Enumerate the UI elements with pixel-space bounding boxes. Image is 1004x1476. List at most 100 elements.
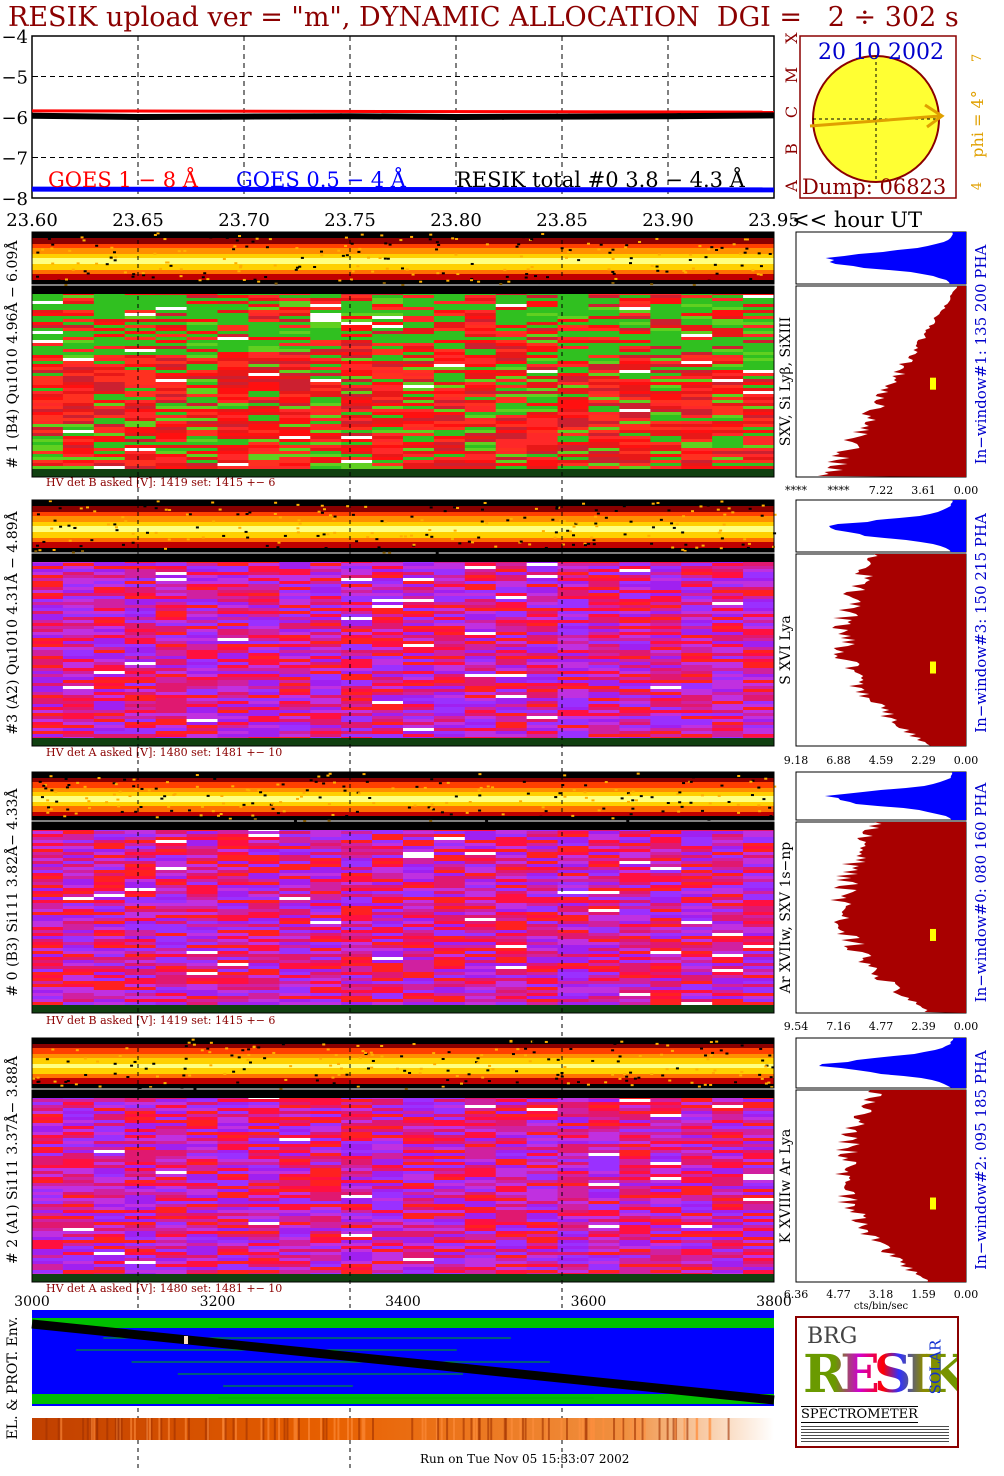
spectro-cell [372,722,404,726]
spectro-cell [62,460,95,464]
spectro-cell [93,436,126,440]
spectro-cell [279,644,311,648]
spectro-cell [155,322,188,326]
spectro-cell [403,307,435,311]
spectro-cell [403,831,435,835]
spectro-cell [32,939,64,943]
spectro-cell [433,367,466,371]
spectro-cell [93,873,126,877]
spectro-cell [495,385,528,389]
spectro-cell [495,728,528,732]
spectro-cell [124,313,157,317]
spectro-cell [62,888,95,892]
stripe-speckle [36,251,40,254]
spectro-cell [433,930,466,934]
spectro-cell [279,942,311,946]
spectro-cell [526,879,559,883]
spectro-cell [372,605,404,609]
spectro-cell [217,379,249,383]
spectro-cell [464,412,497,416]
spectro-cell [124,626,157,630]
spectro-cell [619,379,651,383]
stripe-speckle [209,236,213,239]
spectro-cell [526,719,559,723]
spectro-cell [186,716,218,720]
spectro-cell [155,840,188,844]
spectro-cell [403,370,435,374]
phi-top: 7 [970,54,985,62]
spectro-cell [186,400,218,404]
spectro-cell [650,846,682,850]
spectro-cell [248,623,280,627]
spectro-cell [155,319,188,323]
spectro-cell [310,689,342,693]
stripe-row [32,814,774,816]
stripe-row [32,504,774,506]
spectro-cell [526,924,559,928]
spectro-cell [712,870,744,874]
spectro-cell [743,930,775,934]
spectro-cell [217,659,249,663]
spectro-cell [93,656,126,660]
spectro-cell [310,722,342,726]
spectro-cell [32,948,64,952]
spectro-cell [433,644,466,648]
spectro-cell [32,373,64,377]
spectro-cell [495,334,528,338]
spectro-cell [712,448,744,452]
spectro-cell [588,906,620,910]
spectro-cell [403,650,435,654]
spectro-cell [217,683,249,687]
spectro-cell [93,728,126,732]
stripe-speckle [116,798,120,801]
stripe-speckle [604,781,608,784]
spectro-cell [464,831,497,835]
spectro-cell [248,927,280,931]
stripe-speckle [455,237,459,240]
spectro-cell [155,463,188,467]
spectro-cell [217,439,249,443]
stripe-speckle [680,805,684,808]
spectro-cell [743,644,775,648]
spectro-bottom-band [32,469,774,477]
spectro-cell [681,316,713,320]
spectro-cell [526,873,559,877]
spectro-cell [650,575,682,579]
spectro-cell [279,834,311,838]
spectro-cell [32,945,64,949]
spectro-cell [279,638,311,642]
spectro-cell [712,575,744,579]
spectro-cell [712,316,744,320]
spectro-cell [155,864,188,868]
spectro-cell [526,572,559,576]
spectro-cell [217,638,249,642]
stripe-speckle [701,809,705,812]
spectro-cell [403,367,435,371]
spectro-cell [743,346,775,350]
spectro-cell [62,394,95,398]
spectro-cell [32,463,64,467]
spectro-cell [588,403,620,407]
spectro-cell [248,379,280,383]
stripe-speckle [263,794,267,797]
stripe-speckle [41,248,45,251]
spectro-cell [712,346,744,350]
spectro-cell [372,406,404,410]
spectro-cell [743,623,775,627]
spectro-cell [217,403,249,407]
spectro-cell [557,954,589,958]
spectro-cell [712,680,744,684]
spectro-cell [712,584,744,588]
spectro-cell [464,301,497,305]
spectro-cell [186,641,218,645]
spectro-cell [712,897,744,901]
stripe-speckle [470,277,474,280]
spectro-cell [93,861,126,865]
spectro-cell [712,397,744,401]
spectro-cell [433,581,466,585]
spectro-cell [681,939,713,943]
spectro-cell [32,719,64,723]
spectro-cell [619,834,651,838]
spectro-cell [341,391,373,395]
spectro-cell [32,674,64,678]
